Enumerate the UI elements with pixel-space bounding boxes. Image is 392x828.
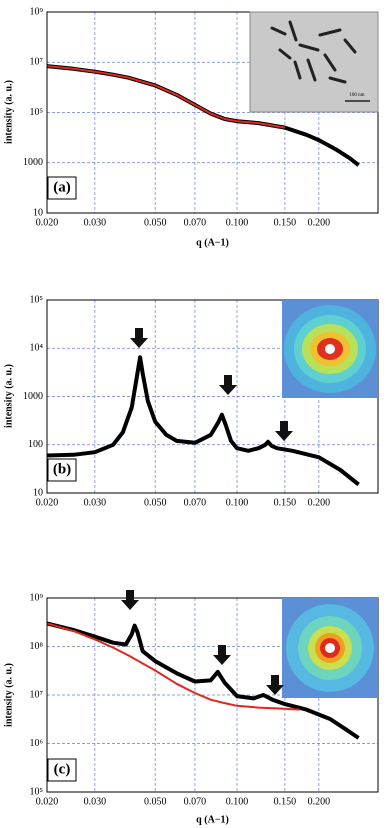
y-tick-label: 10⁹: [30, 592, 44, 603]
x-tick-label: 0.020: [36, 217, 59, 228]
inset-c: [282, 598, 378, 698]
x-tick-label: 0.070: [184, 497, 207, 508]
y-tick-label: 10⁸: [30, 641, 44, 652]
x-axis-label: q (A−1): [196, 814, 229, 825]
y-tick-label: 10⁴: [30, 343, 44, 354]
x-tick-label: 0.200: [308, 796, 331, 807]
y-axis-label: intensity (a. u.): [3, 663, 14, 727]
y-tick-label: 10: [33, 207, 43, 218]
inset-a: 100 nm: [249, 11, 379, 113]
x-tick-label: 0.100: [226, 796, 249, 807]
x-tick-label: 0.030: [84, 497, 107, 508]
panel-label-box: [47, 176, 77, 200]
y-tick-label: 1000: [23, 157, 43, 168]
y-tick-label: 10⁷: [30, 689, 44, 700]
y-tick-label: 10⁷: [30, 57, 44, 68]
y-tick-label: 10⁹: [30, 6, 44, 17]
data-line: [46, 622, 300, 711]
x-tick-label: 0.050: [144, 497, 167, 508]
panel-label-box: [47, 458, 77, 482]
x-tick-label: 0.150: [274, 497, 297, 508]
y-tick-label: 1000: [23, 391, 43, 402]
y-tick-label: 10: [33, 487, 43, 498]
panel-label-box: [47, 758, 77, 782]
peak-arrows: [121, 328, 293, 695]
x-tick-label: 0.030: [84, 217, 107, 228]
x-tick-label: 0.070: [184, 796, 207, 807]
x-tick-label: 0.050: [144, 217, 167, 228]
panel-label: (a): [53, 179, 71, 195]
x-tick-label: 0.030: [84, 796, 107, 807]
inset-scale-label: 100 nm: [349, 93, 364, 98]
data-line: [46, 355, 360, 487]
x-tick-label: 0.100: [226, 497, 249, 508]
charts: 0.020 0.030 0.050 0.070 0.100 0.150 0.20010100…: [3, 6, 379, 825]
panel-label: (c): [54, 761, 71, 777]
y-tick-label: 10⁵: [30, 786, 44, 797]
y-tick-label: 100: [28, 439, 43, 450]
data-line: [46, 621, 360, 740]
x-tick-label: 0.050: [144, 796, 167, 807]
x-tick-label: 0.150: [274, 796, 297, 807]
x-tick-label: 0.020: [36, 796, 59, 807]
y-tick-label: 10⁵: [30, 294, 44, 305]
y-axis-label: intensity (a. u.): [3, 80, 14, 144]
x-tick-label: 0.100: [226, 217, 249, 228]
data-line: [46, 65, 286, 129]
x-tick-label: 0.200: [308, 217, 331, 228]
inset-b: [282, 300, 378, 398]
x-axis-label: q (A−1): [196, 237, 229, 248]
y-tick-label: 10⁵: [30, 107, 44, 118]
panel-label: (b): [53, 461, 71, 477]
x-tick-label: 0.150: [274, 217, 297, 228]
y-tick-label: 10⁶: [30, 738, 44, 749]
x-tick-label: 0.070: [184, 217, 207, 228]
x-tick-label: 0.200: [308, 497, 331, 508]
x-tick-label: 0.020: [36, 497, 59, 508]
y-axis-label: intensity (a. u.): [3, 364, 14, 428]
